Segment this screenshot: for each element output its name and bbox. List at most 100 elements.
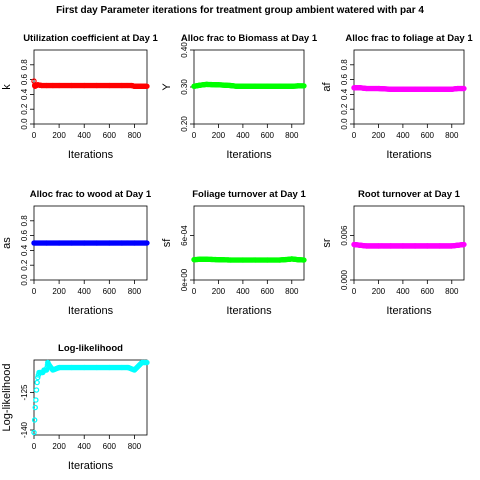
data-point [215,256,222,263]
data-point [289,256,295,262]
data-point [191,83,197,89]
figure-title: First day Parameter iterations for treat… [56,5,424,16]
data-point [31,429,37,436]
data-point [424,86,430,92]
panel-title: Alloc frac to foliage at Day 1 [345,33,473,44]
x-tick-label: 0 [32,287,37,296]
data-point [400,86,406,92]
data-point [46,362,52,368]
data-point [412,86,418,92]
data-point [139,359,145,366]
data-point [69,364,75,371]
data-point [240,83,246,89]
data-point [289,83,295,89]
data-point [375,85,382,92]
y-tick-label: 0.2 [20,103,29,115]
y-axis-label: sr [321,238,333,248]
panel-Y: Alloc frac to Biomass at Day 1 0 200 400 600… [161,33,318,161]
y-tick-label: 0.30 [180,79,189,95]
data-point [228,82,234,89]
data-point [119,240,125,246]
data-point [357,85,363,91]
data-point [295,83,301,89]
x-tick-label: 800 [285,131,299,140]
x-tick-label: 0 [32,131,37,140]
x-tick-label: 600 [421,131,435,140]
series-sf [191,256,307,263]
y-tick-label: 0.4 [340,88,349,100]
data-point [252,257,258,263]
panel-title: Log-likelihood [58,343,123,354]
x-tick-label: 600 [103,442,117,451]
y-tick-label: 0.2 [20,259,29,271]
y-tick-label: 0.4 [20,88,29,100]
panel-as: Alloc frac to wood at Day 1 0 200 400 600 800… [1,189,152,317]
x-tick-label: 200 [212,287,226,296]
y-tick-label: -140 [20,421,29,438]
panel-title: Foliage turnover at Day 1 [192,189,306,200]
y-tick-label: 0.4 [20,244,29,256]
x-axis-label: Iterations [386,149,432,161]
data-point [276,83,283,89]
y-axis-label: Log-likelihood [1,364,13,432]
y-axis-label: as [1,237,13,249]
x-tick-label: 0 [192,131,197,140]
data-point [264,83,270,89]
y-tick-label: 0.2 [340,103,349,115]
x-tick-label: 0 [352,287,357,296]
data-point [81,364,87,371]
data-point [375,243,382,249]
data-point [436,243,443,249]
data-point [69,82,75,89]
y-tick-label: -125 [20,384,29,401]
panel-sr: Root turnover at Day 1 0 200 400 600 800 0.000… [321,189,467,317]
x-tick-label: 600 [261,287,275,296]
panel-k: Utilization coefficient at Day 1 0 200 400 6… [1,33,159,161]
data-point [203,256,209,262]
data-point [106,82,112,89]
panel-title: Alloc frac to wood at Day 1 [30,189,152,200]
x-tick-label: 600 [103,131,117,140]
x-axis-label: Iterations [226,149,272,161]
data-point [43,82,50,89]
x-axis-label: Iterations [68,460,114,472]
data-point [203,81,209,88]
x-tick-label: 800 [445,131,459,140]
plot-frame [33,359,148,436]
data-point [295,256,301,263]
x-tick-label: 400 [396,287,410,296]
x-tick-label: 800 [445,287,459,296]
data-point [138,83,144,89]
data-point [424,243,430,249]
data-point [50,82,56,89]
x-tick-label: 800 [128,131,142,140]
series-af [351,85,467,92]
data-point [449,86,455,92]
data-point [119,82,125,89]
data-point [363,85,369,92]
y-tick-label: 0.006 [340,225,349,246]
y-tick-label: 0.8 [20,59,29,71]
data-point [34,379,40,386]
plot-frame [193,205,305,281]
data-point [81,82,87,89]
data-point [56,82,62,89]
x-tick-label: 800 [128,287,142,296]
panel-title: Root turnover at Day 1 [358,189,461,200]
x-tick-label: 400 [78,442,92,451]
data-point [228,257,234,263]
data-point [35,374,41,381]
y-tick-label: 0.0 [20,274,29,286]
panel-title: Alloc frac to Biomass at Day 1 [181,33,318,44]
y-axis-label: Y [161,83,173,91]
series-Y [191,81,307,89]
series-loglik [31,359,150,436]
x-tick-label: 400 [78,131,92,140]
data-point [56,364,62,371]
data-point [388,86,394,92]
x-tick-label: 200 [52,287,66,296]
data-point [33,387,40,393]
y-axis-label: sf [161,238,173,248]
x-axis-label: Iterations [68,305,114,317]
x-tick-label: 200 [52,442,66,451]
